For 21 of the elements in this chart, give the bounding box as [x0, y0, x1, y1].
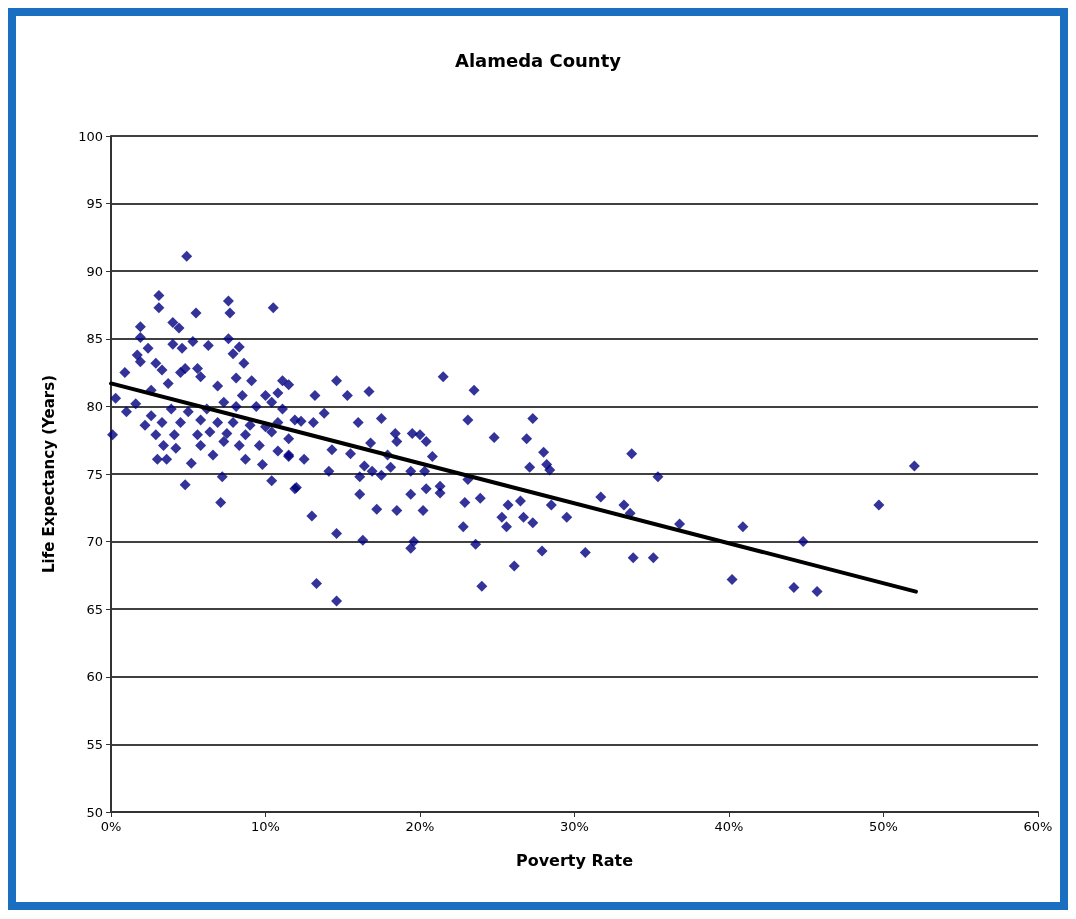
y-tick-label: 50 [86, 804, 103, 820]
y-tick-label: 75 [86, 466, 103, 482]
x-tick-label: 60% [1023, 819, 1053, 834]
x-tick-label: 10% [251, 819, 280, 834]
y-tick-label: 100 [78, 128, 103, 144]
y-tick-label: 85 [86, 331, 103, 347]
x-tick-label: 30% [560, 819, 589, 834]
x-axis-title: Poverty Rate [515, 850, 634, 870]
x-tick-label: 40% [714, 819, 744, 834]
y-tick-label: 60 [86, 669, 103, 685]
y-tick-label: 95 [86, 196, 103, 212]
y-tick-label: 90 [86, 263, 103, 279]
chart-title: Alameda County [454, 49, 622, 71]
x-tick-label: 50% [869, 819, 898, 834]
y-tick-label: 65 [86, 601, 103, 617]
x-tick-label: 20% [405, 819, 435, 834]
x-tick-label: 0% [100, 819, 122, 834]
y-tick-label: 55 [86, 736, 103, 752]
y-axis-title: Life Expectancy (Years) [39, 374, 58, 574]
y-tick-label: 70 [86, 534, 103, 550]
y-tick-label: 80 [86, 398, 103, 414]
